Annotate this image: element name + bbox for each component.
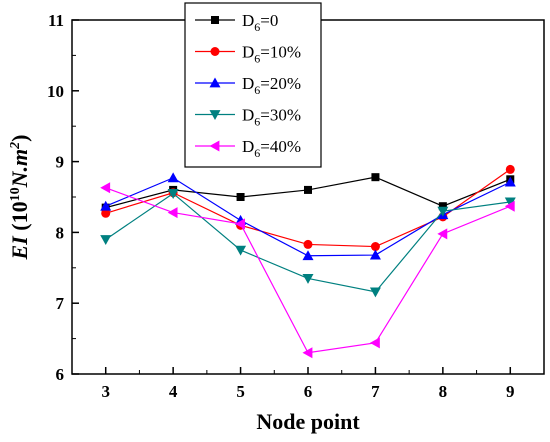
y-axis-title-exp1: 10 [8, 187, 23, 201]
legend-entry: D6=40% [195, 137, 301, 160]
y-axis-title-close: ) [7, 135, 32, 142]
data-point [504, 200, 515, 212]
data-point [438, 202, 447, 211]
series-1 [101, 173, 515, 212]
y-axis-title-open: (10 [7, 201, 32, 236]
data-point [167, 172, 179, 183]
legend-label: D6=40% [242, 137, 301, 160]
data-point [369, 287, 381, 298]
legend-label: D6=0 [242, 11, 278, 34]
data-point [505, 164, 515, 174]
data-point [302, 347, 313, 359]
data-point [101, 208, 111, 218]
data-point [371, 173, 380, 182]
legend-label: D6=10% [242, 43, 301, 66]
data-point [235, 245, 247, 256]
data-point [437, 206, 449, 217]
y-tick-label: 9 [56, 153, 65, 172]
data-point [504, 176, 516, 187]
data-point [437, 228, 448, 240]
series-5 [100, 182, 515, 359]
data-point [369, 249, 381, 260]
y-axis-title: EI (1010N.m2) [7, 135, 32, 261]
legend-entry: D6=30% [195, 106, 301, 129]
y-tick-label: 7 [56, 294, 65, 313]
legend-marker [210, 47, 220, 56]
data-point [100, 182, 111, 194]
data-point [167, 189, 179, 199]
legend-entry: D6=10% [195, 43, 301, 66]
legend-entry: D6=0 [195, 11, 278, 34]
data-point [167, 207, 178, 219]
data-point [303, 239, 313, 249]
x-tick-label: 5 [236, 382, 245, 401]
y-tick-label: 6 [56, 365, 65, 384]
data-point [504, 197, 516, 208]
data-point [236, 193, 245, 201]
legend-marker [209, 110, 221, 120]
x-tick-label: 3 [101, 382, 110, 401]
y-tick-label: 10 [47, 82, 64, 101]
data-point [302, 274, 314, 284]
x-tick-label: 7 [371, 382, 380, 401]
x-tick-label: 4 [169, 382, 178, 401]
data-point [302, 250, 314, 261]
y-tick-label: 11 [48, 11, 64, 30]
legend-label: D6=30% [242, 106, 301, 129]
x-tick-label: 9 [506, 382, 515, 401]
data-point [304, 185, 312, 194]
legend-label: D6=20% [242, 74, 301, 97]
legend-marker [211, 16, 219, 24]
legend-marker [209, 140, 220, 152]
x-tick-label: 6 [304, 382, 313, 401]
y-tick-label: 8 [56, 223, 65, 242]
legend-box [184, 2, 322, 168]
data-point [100, 235, 112, 245]
data-point [100, 200, 112, 211]
legend-entry: D6=20% [195, 74, 301, 97]
data-point [235, 218, 245, 230]
y-axis-title-main: EI [7, 235, 32, 261]
y-axis-title-exp2: 2 [8, 142, 23, 150]
legend: D6=0 D6=10% D6=20% D6=30% D6=40% [184, 2, 322, 168]
y-axis-title-unit: N.m [7, 149, 32, 189]
series-2 [101, 164, 515, 252]
series-layer [100, 164, 516, 359]
data-point [370, 242, 380, 252]
x-axis-title: Node point [256, 409, 360, 434]
legend-marker [209, 77, 221, 88]
series-4 [100, 189, 516, 298]
data-point [369, 337, 380, 349]
axis-ticks: 3 4 5 6 7 8 9 6 7 8 9 10 11 [47, 11, 515, 401]
x-tick-label: 8 [439, 382, 448, 401]
